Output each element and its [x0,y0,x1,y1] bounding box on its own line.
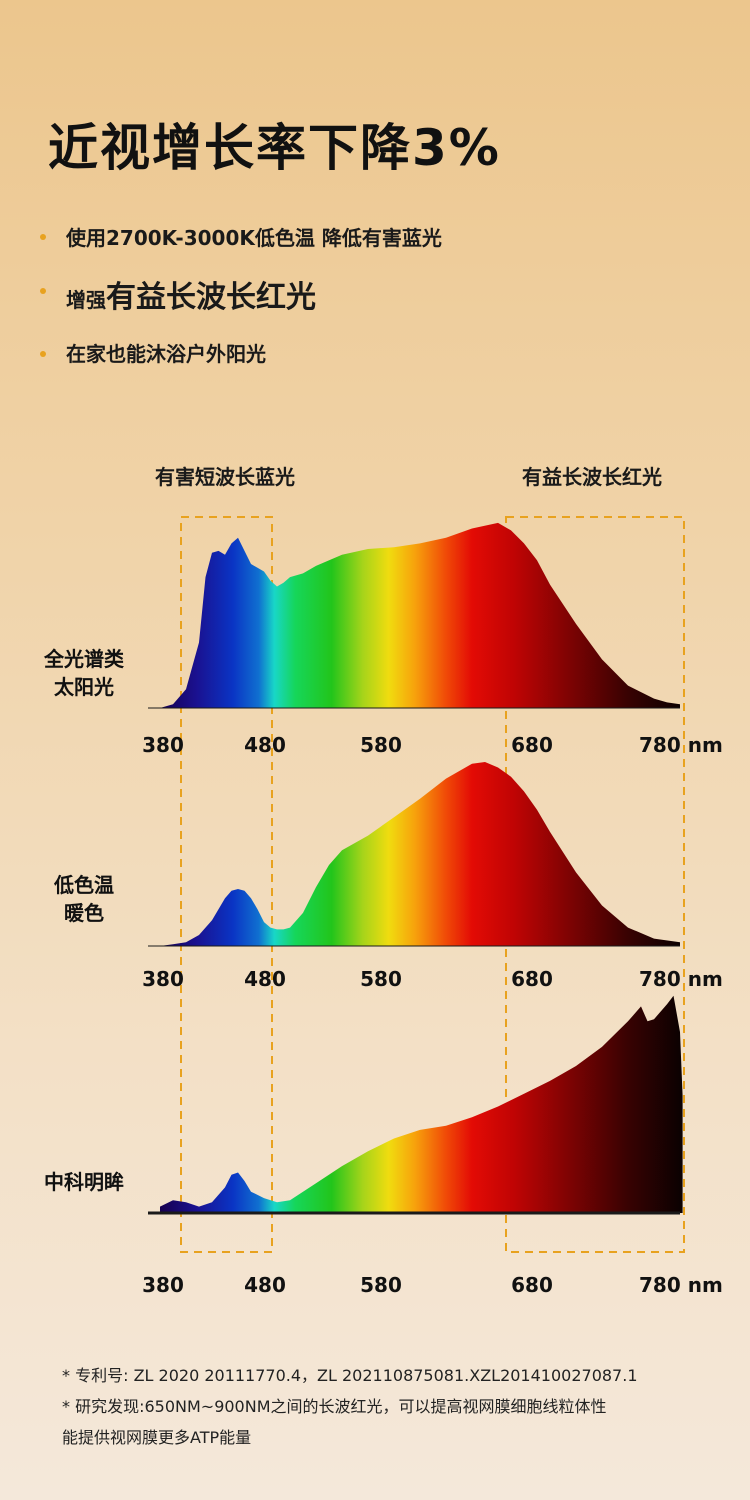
series-label-line: 太阳光 [54,675,114,699]
research-footnote: * 研究发现:650NM~900NM之间的长波红光，可以提高视网膜细胞线粒体性 [62,1397,607,1416]
feature-prefix: 增强 [66,288,106,312]
feature-text: 使用2700K-3000K低色温 降低有害蓝光 [66,226,442,250]
spectrum-panel: 低色温暖色 380 480 580 680 780 nm [53,762,723,991]
series-label: 中科明眸 [44,1170,124,1194]
bullet-dot-icon [40,288,46,294]
x-tick-label: 480 [244,733,286,757]
x-tick-label: 780 nm [639,967,723,991]
feature-emphasis: 有益长波长红光 [106,280,316,315]
region-label-beneficial-red: 有益长波长红光 [522,465,662,489]
bullet-dot-icon [40,351,46,357]
x-tick-label: 580 [360,967,402,991]
region-label-harmful-blue: 有害短波长蓝光 [155,465,295,489]
series-label-line: 暖色 [64,901,104,925]
x-tick-label: 380 [142,733,184,757]
x-tick-label: 580 [360,733,402,757]
series-label-line: 中科明眸 [44,1170,124,1194]
x-tick-label: 480 [244,967,286,991]
series-label-line: 低色温 [53,873,114,897]
x-tick-label: 780 nm [639,1273,723,1297]
x-tick-label: 680 [511,1273,553,1297]
feature-text: 增强有益长波长红光 [66,272,316,316]
x-tick-label: 480 [244,1273,286,1297]
x-tick-label: 580 [360,1273,402,1297]
feature-text: 在家也能沐浴户外阳光 [66,342,266,366]
patent-footnote: * 专利号: ZL 2020 20111770.4，ZL 20211087508… [62,1366,638,1385]
spectrum-area-series-2 [160,762,680,946]
series-label: 全光谱类太阳光 [43,647,124,699]
spectrum-area-series-1 [160,522,680,708]
x-tick-label: 680 [511,733,553,757]
research-footnote-continued: 能提供视网膜更多ATP能量 [62,1428,252,1447]
x-tick-label: 780 nm [639,733,723,757]
harmful-blue-region-box [180,516,273,1253]
series-label: 低色温暖色 [53,873,114,925]
footnotes: * 专利号: ZL 2020 20111770.4，ZL 20211087508… [62,1360,638,1453]
bullet-dot-icon [40,234,46,240]
spectrum-area-series-3 [160,995,683,1213]
series-label-line: 全光谱类 [43,647,124,671]
spectrum-comparison-chart: 有害短波长蓝光 有益长波长红光 全光谱类太阳光 380 480 580 680 780 n… [43,465,723,1297]
x-tick-label: 680 [511,967,553,991]
spectrum-panel: 全光谱类太阳光 380 480 580 680 780 nm [43,522,723,757]
page-title: 近视增长率下降3% [48,119,501,177]
x-tick-label: 380 [142,1273,184,1297]
spectrum-panel: 中科明眸 380 480 580 680 780 nm [44,995,723,1297]
x-tick-label: 380 [142,967,184,991]
